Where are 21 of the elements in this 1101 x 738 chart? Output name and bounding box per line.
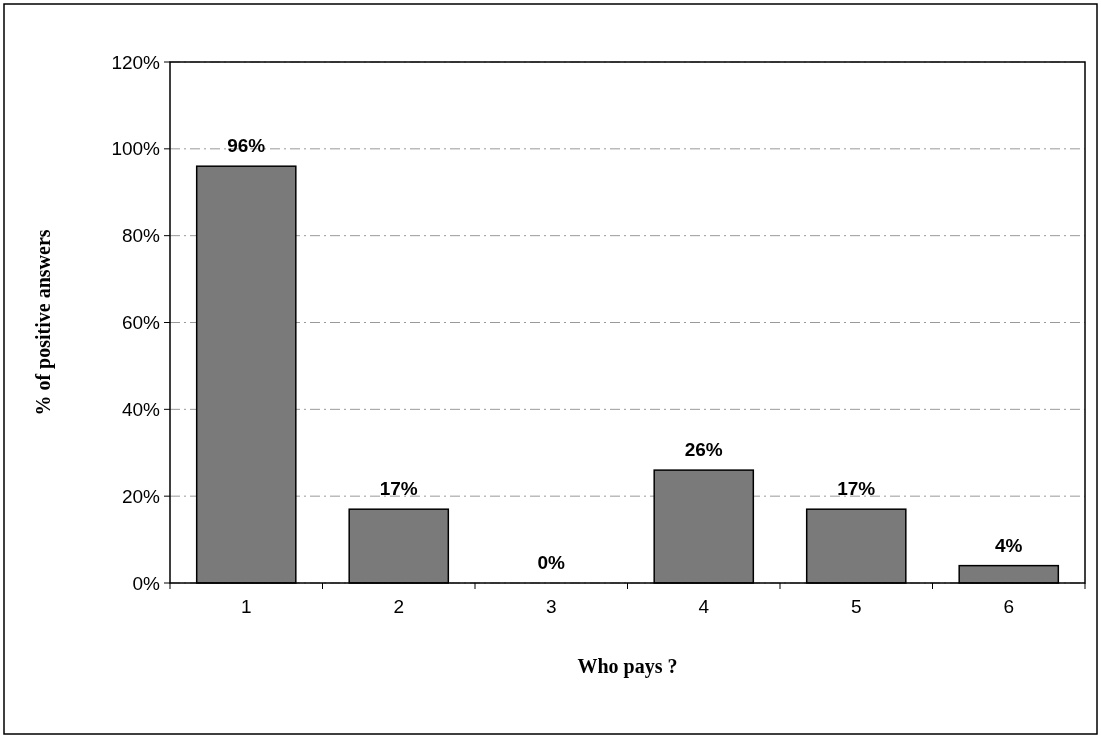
y-tick-label: 20% <box>121 485 161 507</box>
data-label: 17% <box>379 478 418 500</box>
data-label: 4% <box>995 534 1023 556</box>
y-tick-label: 0% <box>132 572 161 594</box>
x-axis-title: Who pays ? <box>577 655 678 678</box>
x-tick-label: 3 <box>545 596 557 617</box>
y-axis-title: % of positive answers <box>32 229 55 416</box>
data-label: 17% <box>837 478 876 500</box>
x-tick-label: 2 <box>393 596 405 617</box>
data-label: 0% <box>537 552 566 573</box>
x-tick-label: 1 <box>240 596 252 617</box>
x-tick-label: 5 <box>850 596 862 617</box>
data-label: 96% <box>227 135 266 157</box>
y-tick-label: 80% <box>121 225 161 247</box>
y-tick-label: 40% <box>121 398 161 420</box>
y-tick-label: 60% <box>121 312 161 334</box>
data-label: 26% <box>684 439 723 461</box>
x-tick-label: 4 <box>698 596 710 617</box>
y-tick-label: 120% <box>111 51 161 73</box>
y-tick-label: 100% <box>111 138 161 160</box>
x-tick-label: 6 <box>1003 596 1015 617</box>
